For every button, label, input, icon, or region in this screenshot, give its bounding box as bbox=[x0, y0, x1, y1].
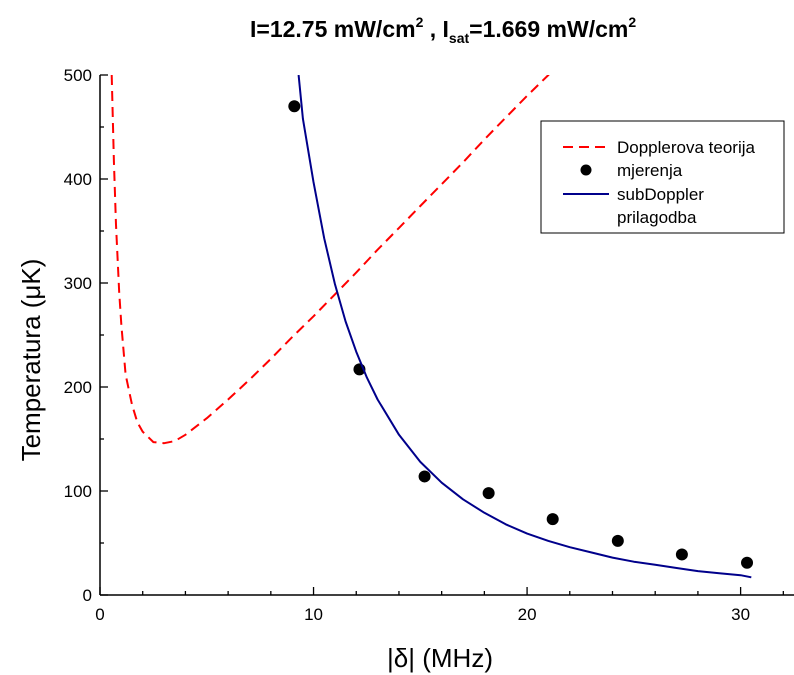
y-tick-label: 500 bbox=[64, 66, 92, 85]
x-axis-label: |δ| (MHz) bbox=[387, 643, 493, 673]
title-suffix: =1.669 mW/cm bbox=[469, 16, 629, 42]
data-point bbox=[546, 513, 559, 526]
title-middle: , I bbox=[423, 16, 449, 42]
title-sup-2: 2 bbox=[628, 14, 637, 30]
x-tick-label: 10 bbox=[304, 605, 323, 624]
data-point bbox=[611, 534, 624, 547]
legend-label: mjerenja bbox=[617, 161, 683, 180]
title-sub: sat bbox=[448, 30, 470, 46]
legend-label: subDoppler bbox=[617, 185, 704, 204]
data-point bbox=[741, 556, 754, 569]
y-tick-label: 200 bbox=[64, 378, 92, 397]
legend-label: Dopplerova teorija bbox=[617, 138, 756, 157]
subdoppler-fit-line bbox=[297, 75, 752, 579]
y-tick-label: 300 bbox=[64, 274, 92, 293]
data-point bbox=[482, 487, 495, 500]
title-prefix: I=12.75 mW/cm bbox=[250, 16, 416, 42]
legend-marker bbox=[580, 164, 592, 176]
plot-area bbox=[110, 75, 754, 579]
y-tick-label: 0 bbox=[83, 586, 92, 605]
y-tick-label: 100 bbox=[64, 482, 92, 501]
y-axis-label: Temperatura (μK) bbox=[16, 259, 46, 462]
doppler-theory-line bbox=[110, 75, 550, 445]
data-point bbox=[675, 548, 688, 561]
x-tick-label: 20 bbox=[518, 605, 537, 624]
data-point bbox=[418, 470, 431, 483]
x-tick-label: 0 bbox=[95, 605, 104, 624]
legend: Dopplerova teorija mjerenja subDoppler pri… bbox=[540, 120, 785, 234]
legend-label: prilagodba bbox=[617, 208, 697, 227]
legend-box bbox=[540, 120, 785, 234]
x-tick-label: 30 bbox=[731, 605, 750, 624]
title-sup-1: 2 bbox=[415, 14, 424, 30]
y-tick-label: 400 bbox=[64, 170, 92, 189]
data-point bbox=[288, 100, 301, 113]
